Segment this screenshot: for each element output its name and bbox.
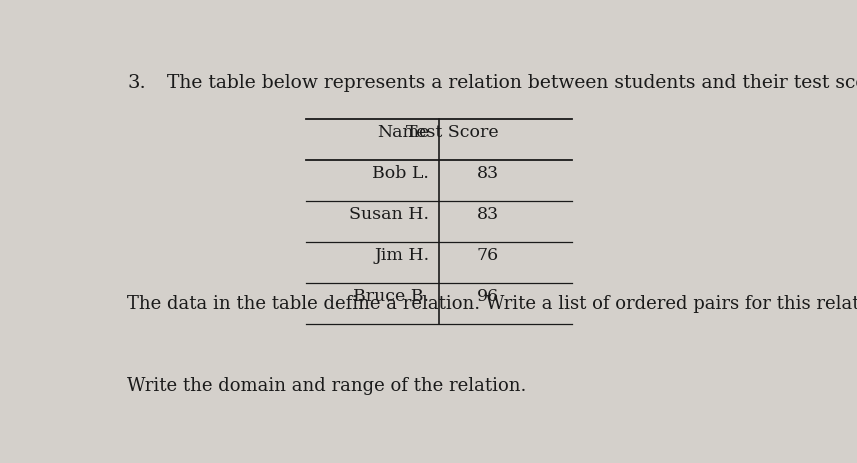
Text: 83: 83 (476, 164, 499, 181)
Text: The table below represents a relation between students and their test scores.: The table below represents a relation be… (167, 74, 857, 91)
Text: Write the domain and range of the relation.: Write the domain and range of the relati… (127, 376, 526, 394)
Text: 76: 76 (476, 246, 499, 263)
Text: Bruce B.: Bruce B. (353, 287, 429, 304)
Text: The data in the table define a relation. Write a list of ordered pairs for this : The data in the table define a relation.… (127, 294, 857, 313)
Text: 3.: 3. (127, 74, 146, 91)
Text: Jim H.: Jim H. (375, 246, 429, 263)
Text: Test Score: Test Score (406, 123, 499, 140)
Text: Bob L.: Bob L. (373, 164, 429, 181)
Text: Name: Name (377, 123, 429, 140)
Text: Susan H.: Susan H. (350, 205, 429, 222)
Text: 96: 96 (476, 287, 499, 304)
Text: 83: 83 (476, 205, 499, 222)
